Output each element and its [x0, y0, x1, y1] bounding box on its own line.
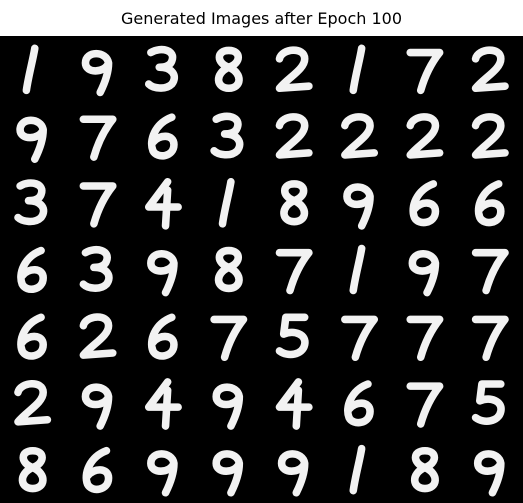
generated-digit-5 [471, 380, 505, 425]
generated-digit-1 [349, 44, 366, 95]
generated-digit-2 [471, 46, 509, 93]
generated-digit-6 [17, 313, 47, 360]
generated-digit-7 [79, 115, 117, 161]
generated-digit-4 [275, 378, 313, 430]
generated-digit-2 [275, 113, 313, 159]
generated-digit-2 [79, 313, 117, 359]
generated-digit-9 [147, 450, 178, 497]
generated-digit-8 [410, 446, 439, 493]
generated-digit-9 [212, 450, 244, 497]
generated-digit-7 [471, 248, 509, 295]
generated-digit-7 [210, 315, 248, 362]
generated-digit-7 [341, 315, 379, 362]
figure-title: Generated Images after Epoch 100 [120, 9, 403, 28]
generated-digit-3 [144, 45, 179, 92]
generated-digit-9 [16, 116, 47, 163]
generated-digit-2 [341, 113, 379, 159]
generated-digit-3 [210, 112, 244, 159]
generated-digit-9 [408, 249, 440, 297]
generated-digit-7 [471, 315, 509, 362]
generated-digit-2 [406, 113, 444, 159]
generated-digit-6 [474, 180, 505, 227]
generated-digit-3 [79, 246, 113, 292]
generated-digit-9 [212, 383, 244, 430]
generated-digit-4 [144, 177, 182, 230]
generated-digit-7 [406, 382, 444, 428]
generated-digit-9 [147, 249, 178, 297]
generated-digit-6 [344, 380, 374, 427]
generated-digit-3 [14, 179, 48, 226]
generated-digit-6 [147, 313, 178, 360]
generated-digit-9 [81, 383, 113, 430]
generated-digit-1 [349, 244, 366, 295]
generated-digit-9 [343, 183, 374, 230]
generated-digit-7 [406, 48, 444, 95]
generated-digit-2 [14, 379, 52, 426]
generated-digit-8 [280, 180, 309, 226]
generated-digit-8 [214, 46, 243, 93]
generated-digit-6 [17, 246, 47, 294]
generated-digit-7 [79, 182, 117, 228]
generated-digit-6 [82, 446, 113, 494]
generated-digit-7 [406, 315, 444, 362]
generated-digit-grid [0, 36, 523, 503]
generated-digit-9 [277, 450, 309, 497]
generated-digit-1 [349, 444, 366, 495]
generated-digit-2 [275, 46, 313, 93]
generated-digit-6 [147, 113, 178, 160]
generated-digit-5 [275, 313, 309, 359]
generated-digit-8 [214, 246, 243, 293]
generated-digit-9 [81, 49, 113, 97]
generated-digit-6 [409, 180, 440, 227]
generated-digit-1 [218, 177, 235, 228]
generated-digit-8 [18, 446, 47, 493]
generated-digit-1 [22, 44, 39, 95]
generated-digit-9 [473, 450, 505, 497]
generated-digit-4 [144, 378, 182, 430]
grid-background [0, 36, 523, 503]
generated-digit-7 [275, 248, 313, 295]
generated-digit-2 [471, 113, 509, 159]
